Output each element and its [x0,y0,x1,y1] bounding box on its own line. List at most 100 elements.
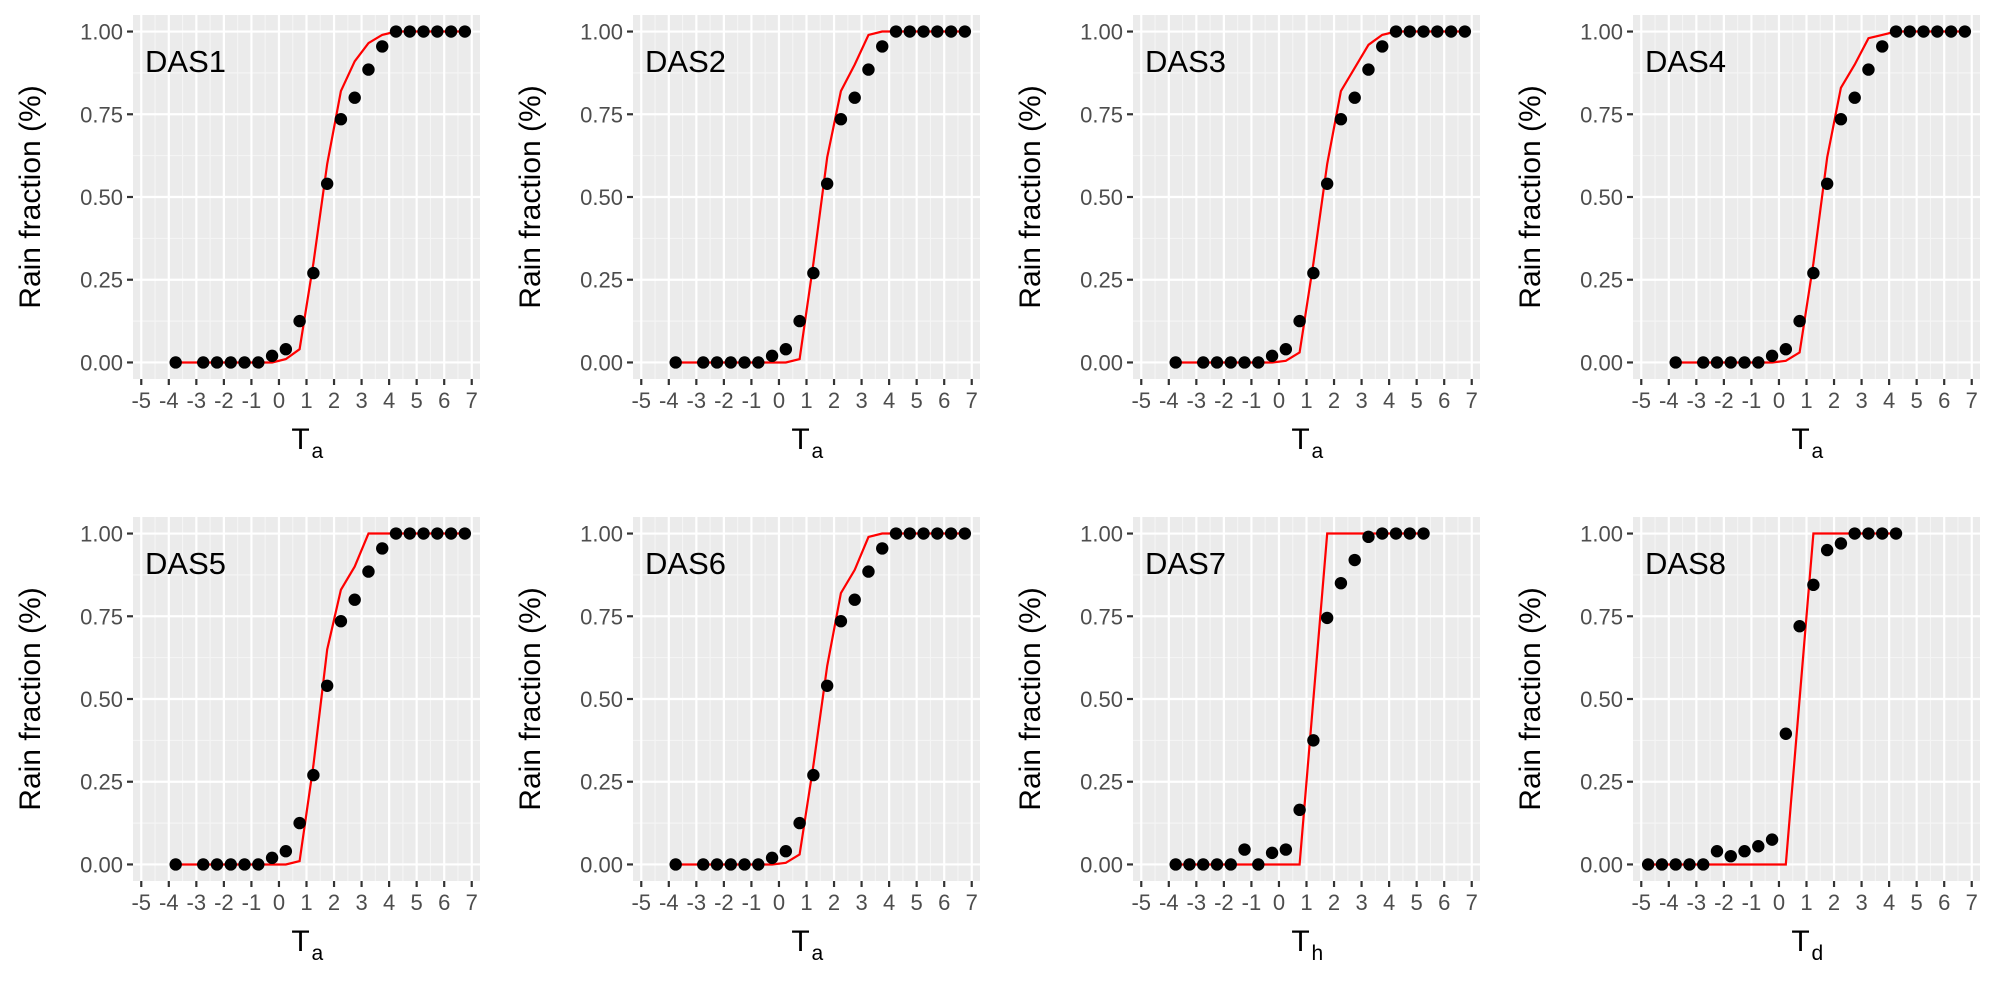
data-point [1197,356,1210,369]
data-point [224,356,237,369]
y-tick-label: 0.25 [580,268,623,293]
data-point [1238,843,1251,856]
data-point [793,314,806,328]
data-point [1876,527,1889,540]
data-point [1307,266,1320,280]
x-tick-label: -5 [1131,890,1151,915]
y-tick-label: 0.00 [1080,852,1123,877]
x-tick-label: -1 [1742,388,1762,413]
x-tick-label: 5 [1911,890,1923,915]
x-tick-label: 0 [1273,890,1285,915]
x-tick-label: -1 [1242,890,1262,915]
data-point [1210,356,1224,369]
data-point [1348,553,1361,567]
data-point [376,542,389,555]
x-tick-label: 2 [1328,388,1340,413]
data-point [917,527,930,540]
x-tick-label: -3 [187,890,207,915]
x-tick-label: 6 [1938,388,1950,413]
data-point [848,91,861,104]
x-tick-label: 4 [883,890,895,915]
data-point [1265,846,1279,860]
x-tick-label: 1 [1300,388,1312,413]
x-tick-label: -2 [214,890,234,915]
x-axis-title-subscript: a [312,440,324,463]
chart-panel-1: -5 -4 -3 -2 -1 0 1 2 3 4 5 6 7 0.00 0.25 0.50 0.75 1.00 DA… [14,15,480,463]
panel-label: DAS6 [645,546,726,581]
data-point [669,356,682,369]
x-tick-label: 6 [438,890,450,915]
x-axis-title: T [1291,423,1309,456]
y-axis-title: Rain fraction (%) [514,85,547,308]
data-point [903,25,916,38]
data-point [431,527,444,540]
x-tick-label: 0 [773,388,785,413]
x-tick-label: 2 [828,388,840,413]
x-tick-label: 7 [966,890,978,915]
data-point [903,527,916,540]
data-point [1293,803,1306,817]
data-point [1793,620,1806,633]
data-point [710,858,724,871]
x-tick-label: 0 [1773,890,1785,915]
x-tick-label: -1 [742,388,762,413]
data-point [1820,543,1834,557]
data-point [876,542,889,555]
x-tick-label: -3 [687,890,707,915]
y-tick-label: 1.00 [580,20,623,45]
x-tick-label: 4 [1383,388,1395,413]
data-point [1710,845,1724,858]
data-point [931,25,944,38]
x-tick-label: 0 [273,388,285,413]
data-point [1752,356,1765,369]
data-point [1862,527,1875,540]
x-tick-label: -1 [1242,388,1262,413]
x-axis-title-subscript: d [1812,942,1824,965]
y-tick-label: 0.50 [1080,185,1123,210]
data-point [1683,858,1696,871]
data-point [1376,527,1389,540]
data-point [252,858,265,871]
fit-line [675,30,965,364]
x-tick-label: -3 [187,388,207,413]
data-point [820,177,834,190]
data-point [1917,25,1930,38]
data-point [1238,356,1251,369]
x-tick-label: -4 [1659,890,1679,915]
data-point [1738,356,1751,369]
data-point [1197,858,1210,871]
y-tick-label: 0.75 [80,604,123,629]
data-point [765,851,779,865]
x-tick-label: 3 [1355,388,1367,413]
data-point [320,679,334,692]
fit-line [1175,532,1424,866]
x-tick-label: 2 [1328,890,1340,915]
data-point [362,565,375,578]
data-point [1765,349,1779,363]
y-axis-title: Rain fraction (%) [14,85,47,308]
data-point [1362,63,1375,76]
x-tick-label: -3 [687,388,707,413]
x-axis-title-subscript: a [812,942,824,965]
y-tick-label: 0.25 [1080,268,1123,293]
data-point [958,25,972,38]
data-point [1389,527,1403,540]
y-tick-label: 0.75 [1080,102,1123,127]
data-point [1903,25,1916,38]
y-tick-label: 1.00 [1080,522,1123,547]
x-tick-label: 4 [383,890,395,915]
data-point [1389,25,1403,38]
x-tick-label: 6 [938,890,950,915]
y-axis-title: Rain fraction (%) [1014,587,1047,810]
data-point [1752,840,1765,853]
data-point [724,356,737,369]
data-point [1348,91,1361,104]
data-point [1362,530,1375,544]
data-point [793,816,806,830]
x-tick-label: -1 [742,890,762,915]
x-tick-label: 5 [911,890,923,915]
x-tick-label: -2 [1214,388,1234,413]
data-point [458,25,472,38]
y-tick-label: 0.25 [80,770,123,795]
x-tick-label: 7 [1466,890,1478,915]
